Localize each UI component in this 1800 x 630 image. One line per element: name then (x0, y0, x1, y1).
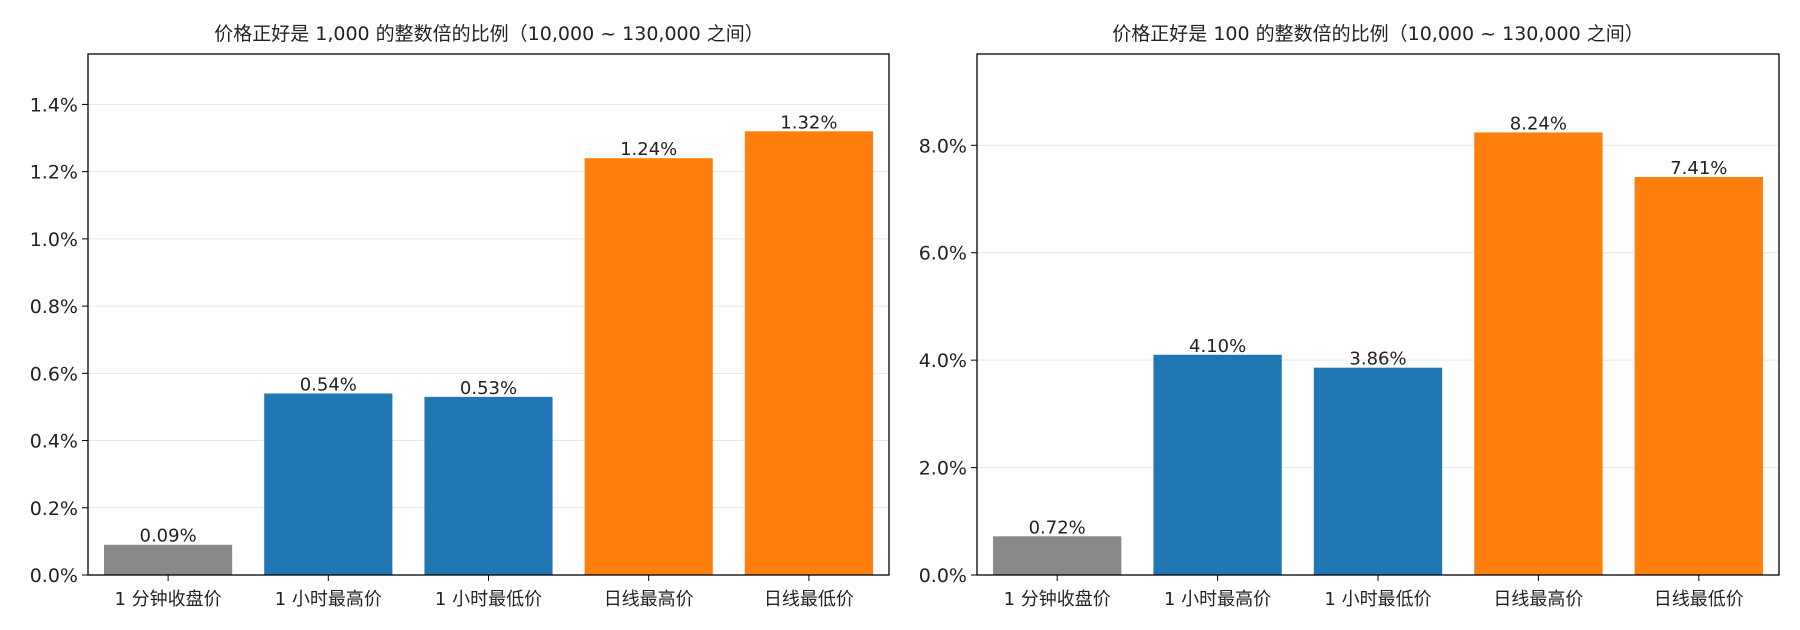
y-tick-label: 6.0% (919, 243, 967, 265)
data-label: 3.86% (1349, 349, 1406, 370)
data-label: 1.24% (620, 139, 677, 160)
y-tick-label: 0.6% (30, 363, 78, 385)
x-tick-label: 日线最高价 (1493, 589, 1583, 610)
y-tick-label: 1.0% (30, 229, 78, 251)
y-tick-label: 0.0% (919, 565, 967, 587)
chart-panel-right: 价格正好是 100 的整数倍的比例（10,000 ~ 130,000 之间） 0… (919, 23, 1780, 610)
plot-frame (976, 53, 1780, 576)
data-label: 1.32% (780, 112, 837, 133)
x-tick-label: 日线最高价 (604, 589, 694, 610)
x-tick-label: 1 小时最低价 (1324, 589, 1431, 610)
x-tick-label: 日线最低价 (764, 589, 854, 610)
x-tick-label: 日线最低价 (1654, 589, 1744, 610)
x-tick-label: 1 小时最高价 (275, 589, 382, 610)
bar (104, 544, 233, 575)
y-tick-label: 0.4% (30, 431, 78, 453)
x-tick-label: 1 分钟收盘价 (115, 589, 222, 610)
x-tick-label: 1 小时最低价 (435, 589, 542, 610)
y-tick-label: 1.2% (30, 162, 78, 184)
data-label: 0.54% (300, 374, 357, 395)
bar (1474, 132, 1603, 575)
y-tick-label: 8.0% (919, 135, 967, 157)
y-tick-label: 0.2% (30, 498, 78, 520)
bar (1634, 176, 1763, 575)
bar (993, 536, 1122, 575)
bar (424, 396, 553, 575)
bar (1153, 354, 1282, 575)
data-label: 7.41% (1670, 158, 1727, 179)
y-tick-label: 4.0% (919, 350, 967, 372)
y-tick-label: 1.4% (30, 94, 78, 116)
chart-title: 价格正好是 1,000 的整数倍的比例（10,000 ~ 130,000 之间） (214, 23, 764, 45)
bar (264, 393, 393, 575)
y-tick-label: 0.8% (30, 296, 78, 318)
data-label: 8.24% (1510, 113, 1567, 134)
y-tick-label: 2.0% (919, 458, 967, 480)
chart-title: 价格正好是 100 的整数倍的比例（10,000 ~ 130,000 之间） (1112, 23, 1643, 45)
bar (584, 158, 713, 575)
x-tick-label: 1 分钟收盘价 (1004, 589, 1111, 610)
y-tick-label: 0.0% (30, 565, 78, 587)
bar (744, 131, 873, 575)
data-label: 0.72% (1029, 517, 1086, 538)
bar (1313, 367, 1443, 575)
x-tick-label: 1 小时最高价 (1164, 589, 1271, 610)
data-label: 4.10% (1189, 336, 1246, 357)
data-label: 0.09% (140, 526, 197, 547)
chart-panel-left: 价格正好是 1,000 的整数倍的比例（10,000 ~ 130,000 之间）… (30, 23, 890, 610)
plot-frame (87, 53, 890, 576)
data-label: 0.53% (460, 378, 517, 399)
